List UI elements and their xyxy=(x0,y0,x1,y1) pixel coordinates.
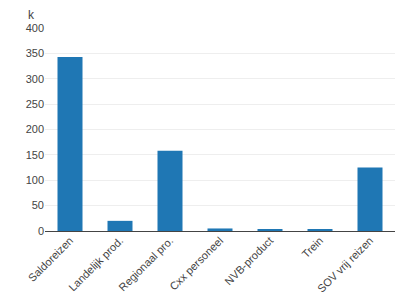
svg-text:200: 200 xyxy=(26,123,44,135)
svg-text:400: 400 xyxy=(26,22,44,34)
svg-text:Saldoreizen: Saldoreizen xyxy=(26,234,76,284)
svg-text:250: 250 xyxy=(26,98,44,110)
svg-text:Cxx personeel: Cxx personeel xyxy=(167,234,225,292)
svg-text:300: 300 xyxy=(26,73,44,85)
svg-text:350: 350 xyxy=(26,47,44,59)
svg-text:150: 150 xyxy=(26,149,44,161)
svg-text:Trein: Trein xyxy=(299,234,325,260)
svg-text:50: 50 xyxy=(32,199,44,211)
svg-text:Landelijk prod.: Landelijk prod. xyxy=(66,234,125,293)
svg-text:k: k xyxy=(28,8,35,22)
svg-text:NVB-product: NVB-product xyxy=(222,234,275,287)
svg-text:SOV vrij reizen: SOV vrij reizen xyxy=(315,234,375,294)
svg-text:0: 0 xyxy=(38,225,44,237)
svg-text:Regionaal pro.: Regionaal pro. xyxy=(116,234,175,293)
svg-text:100: 100 xyxy=(26,174,44,186)
